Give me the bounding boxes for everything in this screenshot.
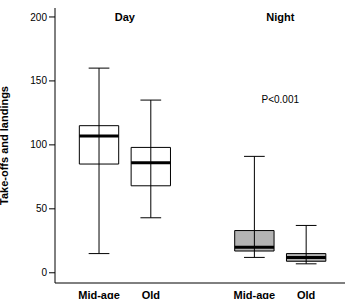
html-text:Night: Night bbox=[266, 11, 295, 23]
svg-text:150: 150 bbox=[30, 75, 47, 86]
svg-text:Old: Old bbox=[297, 289, 315, 299]
html-text:Day: Day bbox=[114, 11, 135, 23]
svg-text:50: 50 bbox=[36, 203, 48, 214]
html-text:P<0.001: P<0.001 bbox=[261, 94, 299, 105]
svg-text:Take-offs and landings: Take-offs and landings bbox=[8, 86, 10, 205]
svg-text:100: 100 bbox=[30, 139, 47, 150]
svg-text:0: 0 bbox=[41, 267, 47, 278]
svg-text:Mid-age: Mid-age bbox=[78, 289, 120, 299]
svg-text:Mid-age: Mid-age bbox=[234, 289, 276, 299]
svg-text:Old: Old bbox=[142, 289, 160, 299]
svg-text:200: 200 bbox=[30, 12, 47, 23]
